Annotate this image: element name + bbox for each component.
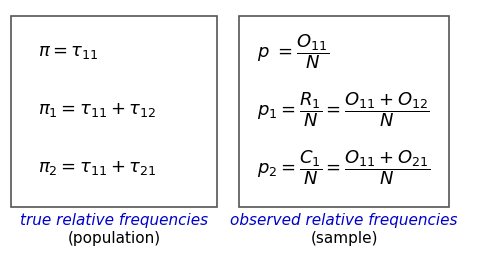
- Text: observed relative frequencies: observed relative frequencies: [230, 213, 458, 227]
- Text: (sample): (sample): [310, 230, 378, 245]
- Text: $\pi_2 = \tau_{11} + \tau_{21}$: $\pi_2 = \tau_{11} + \tau_{21}$: [38, 158, 156, 176]
- Text: $p_1 = \dfrac{R_1}{N} = \dfrac{O_{11}+O_{12}}{N}$: $p_1 = \dfrac{R_1}{N} = \dfrac{O_{11}+O_…: [257, 90, 430, 129]
- Text: true relative frequencies: true relative frequencies: [20, 213, 208, 227]
- Text: $p\ =\dfrac{O_{11}}{N}$: $p\ =\dfrac{O_{11}}{N}$: [257, 32, 329, 71]
- Text: $\pi_1 = \tau_{11} + \tau_{12}$: $\pi_1 = \tau_{11} + \tau_{12}$: [38, 100, 156, 118]
- FancyBboxPatch shape: [11, 17, 217, 208]
- Text: $p_2 = \dfrac{C_1}{N} = \dfrac{O_{11}+O_{21}}{N}$: $p_2 = \dfrac{C_1}{N} = \dfrac{O_{11}+O_…: [257, 148, 430, 186]
- FancyBboxPatch shape: [239, 17, 449, 208]
- Text: (population): (population): [67, 230, 161, 245]
- Text: $\pi  = \tau_{11}$: $\pi = \tau_{11}$: [38, 43, 98, 61]
